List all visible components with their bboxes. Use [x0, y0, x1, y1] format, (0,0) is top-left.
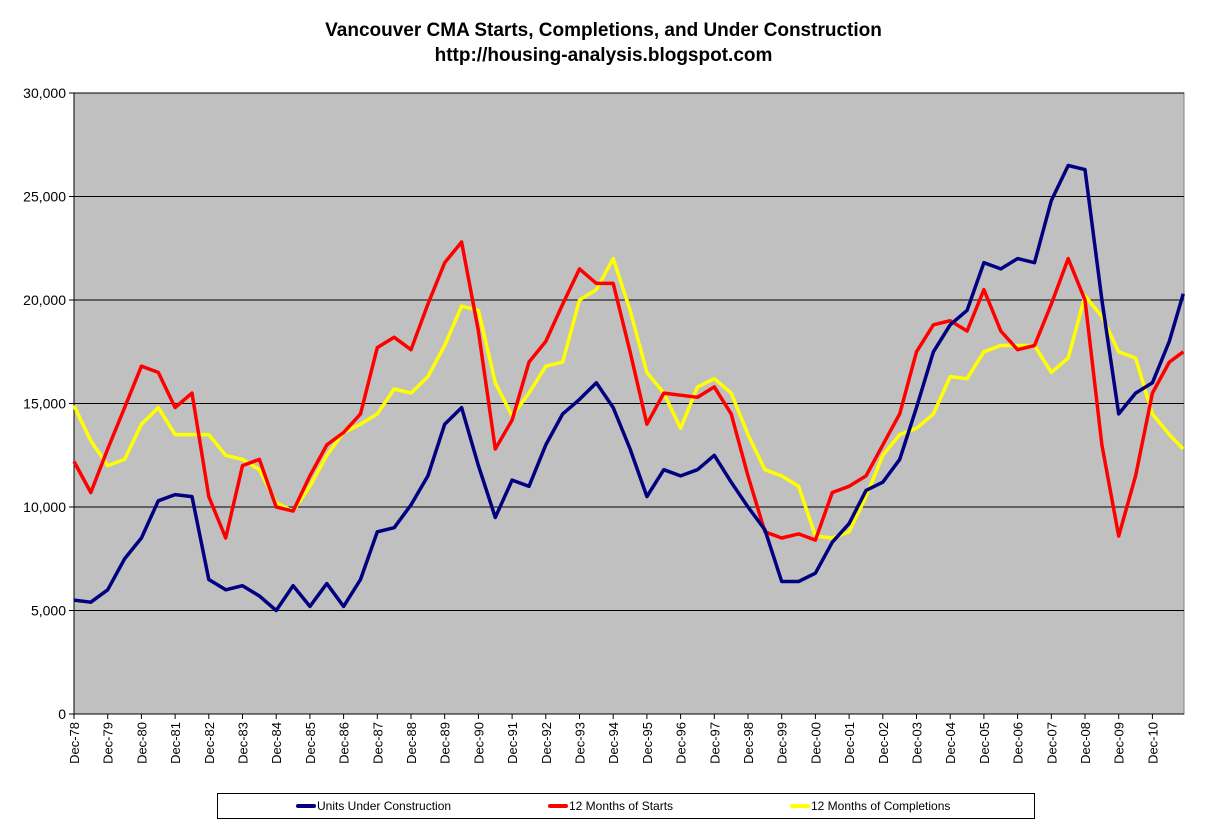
x-tick-label: Dec-84 — [269, 722, 284, 764]
x-tick-label: Dec-04 — [943, 722, 958, 764]
x-tick-label: Dec-81 — [168, 722, 183, 764]
x-tick-label: Dec-82 — [202, 722, 217, 764]
legend-swatch — [296, 804, 316, 808]
x-tick-label: Dec-87 — [370, 722, 385, 764]
y-tick-label: 25,000 — [23, 189, 66, 205]
x-tick-label: Dec-89 — [438, 722, 453, 764]
x-tick-label: Dec-96 — [674, 722, 689, 764]
y-tick-label: 15,000 — [23, 396, 66, 412]
y-tick-label: 0 — [58, 706, 66, 722]
series-line-12-months-of-completions — [72, 256, 1185, 540]
x-tick-label: Dec-09 — [1112, 722, 1127, 764]
x-tick-label: Dec-92 — [539, 722, 554, 764]
y-tick-label: 20,000 — [23, 292, 66, 308]
legend-label: Units Under Construction — [317, 799, 452, 813]
legend-item-under-construction: Units Under Construction — [296, 799, 451, 813]
x-tick-label: Dec-93 — [573, 722, 588, 764]
x-tick-label: Dec-97 — [707, 722, 722, 764]
x-tick-label: Dec-94 — [606, 722, 621, 764]
x-tick-label: Dec-08 — [1078, 722, 1093, 764]
x-tick-label: Dec-02 — [876, 722, 891, 764]
x-tick-label: Dec-10 — [1145, 722, 1160, 764]
x-tick-label: Dec-78 — [67, 722, 82, 764]
chart-title: Vancouver CMA Starts, Completions, and U… — [325, 20, 882, 41]
x-tick-label: Dec-00 — [808, 722, 823, 764]
series-line-12-months-of-starts — [72, 240, 1185, 542]
chart-subtitle: http://housing-analysis.blogspot.com — [434, 45, 773, 66]
x-tick-label: Dec-85 — [303, 722, 318, 764]
x-tick-label: Dec-86 — [337, 722, 352, 764]
y-tick-label: 5,000 — [31, 603, 66, 619]
legend: Units Under Construction 12 Months of St… — [217, 793, 1035, 819]
series-line-units-under-construction — [73, 163, 1185, 613]
x-tick-label: Dec-91 — [505, 722, 520, 764]
legend-label: 12 Months of Completions — [811, 799, 951, 813]
x-tick-label: Dec-98 — [741, 722, 756, 764]
x-tick-label: Dec-07 — [1044, 722, 1059, 764]
x-tick-label: Dec-06 — [1011, 722, 1026, 764]
x-tick-label: Dec-01 — [842, 722, 857, 764]
legend-label: 12 Months of Starts — [569, 799, 674, 813]
x-tick-label: Dec-90 — [471, 722, 486, 764]
y-tick-label: 10,000 — [23, 499, 66, 515]
x-tick-label: Dec-83 — [236, 722, 251, 764]
x-tick-label: Dec-79 — [101, 722, 116, 764]
legend-swatch — [790, 804, 810, 808]
legend-swatch — [548, 804, 568, 808]
x-tick-label: Dec-05 — [977, 722, 992, 764]
x-tick-label: Dec-03 — [910, 722, 925, 764]
y-tick-label: 30,000 — [23, 85, 66, 101]
x-tick-label: Dec-95 — [640, 722, 655, 764]
x-tick-label: Dec-80 — [134, 722, 149, 764]
x-tick-label: Dec-88 — [404, 722, 419, 764]
x-tick-label: Dec-99 — [775, 722, 790, 764]
legend-item-starts: 12 Months of Starts — [548, 799, 673, 813]
legend-item-completions: 12 Months of Completions — [790, 799, 950, 813]
